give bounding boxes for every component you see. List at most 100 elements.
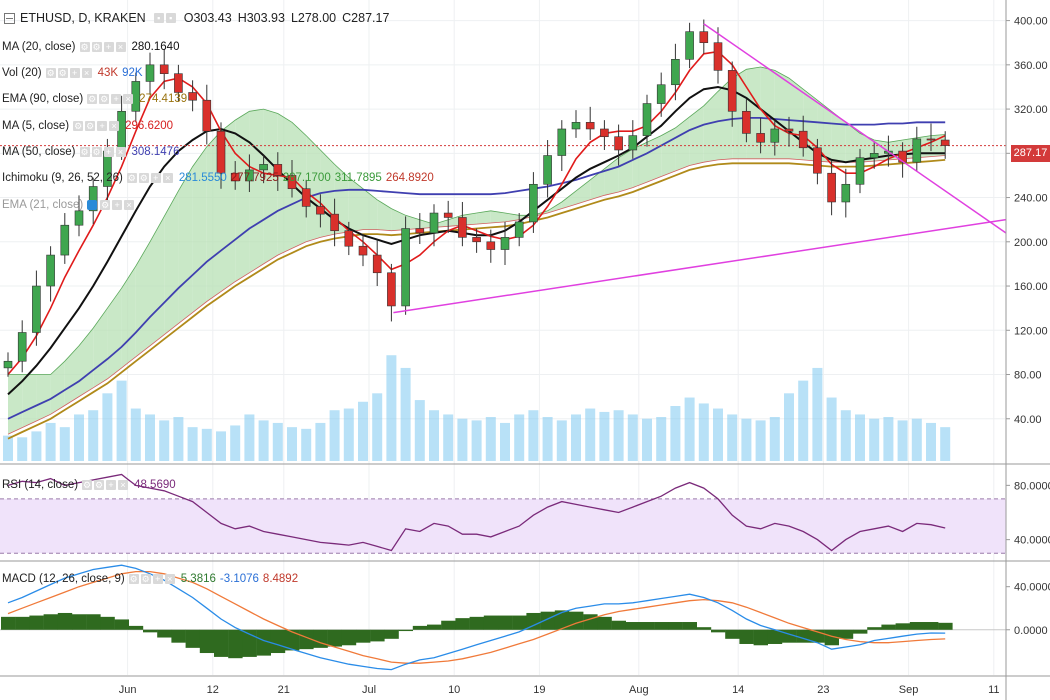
macd-histogram-bar — [569, 611, 584, 630]
macd-histogram-bar — [682, 622, 697, 630]
candle-up — [628, 135, 638, 151]
x-tick-label: 23 — [817, 684, 829, 696]
candle-down — [813, 147, 822, 174]
legend-ichimoku[interactable]: Ichimoku (9, 26, 52, 26) ⚙ ⚙ + × 281.5550 27… — [2, 170, 434, 186]
volume-bar — [528, 410, 539, 461]
y-tick-label: 120.00 — [1014, 325, 1048, 337]
rsi-band — [0, 498, 1006, 554]
candle-down — [827, 172, 836, 203]
macd-histogram-bar — [228, 629, 243, 659]
macd-histogram-bar — [412, 625, 428, 630]
candle-up — [429, 212, 439, 234]
macd-histogram-bar — [739, 629, 754, 644]
macd-histogram-bar — [356, 629, 371, 643]
cloud-segment — [817, 100, 832, 163]
volume-bar — [613, 410, 624, 461]
legend-ema21[interactable]: EMA (21, close) ⚙ + × — [2, 197, 136, 213]
eye-icon[interactable] — [87, 200, 98, 210]
legend-macd-value: 5.3816 -3.1076 8.4892 — [177, 573, 298, 585]
volume-bar — [329, 410, 340, 461]
volume-bar — [315, 422, 326, 461]
candle-down — [742, 110, 751, 134]
x-tick-label: Sep — [899, 684, 919, 696]
candle-up — [912, 138, 922, 163]
macd-histogram-bar — [881, 624, 896, 630]
cloud-segment — [363, 188, 378, 230]
legend-rsi-controls[interactable]: ⚙ ⚙ + × — [82, 480, 130, 490]
legend-ma50-controls[interactable]: ⚙ ⚙ + × — [79, 147, 128, 157]
legend-volume[interactable]: Vol (20) ⚙ ⚙ + × 43K 92K — [2, 65, 143, 81]
candle-down — [486, 241, 496, 250]
volume-bar — [741, 418, 752, 461]
macd-histogram-bar — [554, 610, 570, 630]
y-tick-label: 160.00 — [1014, 281, 1048, 293]
symbol-title: ETHUSD, D, KRAKEN — [20, 11, 146, 25]
legend-ichimoku-value: 281.5550 277.7925 287.1700 311.7895 264.8920 — [175, 172, 434, 184]
macd-histogram-bar — [611, 620, 626, 630]
volume-bar — [897, 420, 908, 461]
cloud-segment — [178, 166, 193, 324]
volume-bar — [784, 393, 794, 461]
volume-bar — [926, 422, 936, 461]
macd-histogram-bar — [924, 622, 939, 630]
y-tick-label: 200.00 — [1014, 237, 1048, 249]
x-tick-label: 14 — [732, 684, 744, 696]
macd-histogram-bar — [72, 614, 87, 630]
candle-down — [699, 31, 709, 44]
macd-histogram-bar — [483, 615, 499, 630]
macd-histogram-bar — [441, 620, 456, 630]
candle-down — [415, 228, 425, 234]
candle-up — [17, 332, 27, 362]
macd-histogram-bar — [185, 629, 200, 648]
legend-ma5-controls[interactable]: ⚙ ⚙ + × — [73, 121, 121, 131]
legend-ma5[interactable]: MA (5, close) ⚙ ⚙ + × 296.6200 — [2, 118, 173, 134]
legend-ma20[interactable]: MA (20, close) ⚙ ⚙ + × 280.1640 — [2, 39, 179, 55]
legend-ema90[interactable]: EMA (90, close) ⚙ ⚙ + × 274.4139 — [2, 91, 187, 107]
legend-ma50[interactable]: MA (50, close) ⚙ ⚙ + × 308.1476 — [2, 144, 179, 160]
cloud-span-a — [8, 66, 946, 375]
cloud-segment — [632, 142, 647, 188]
macd-histogram-bar — [171, 629, 186, 643]
legend-volume-controls[interactable]: ⚙ ⚙ + × — [45, 68, 94, 78]
cloud-segment — [661, 127, 676, 177]
legend-value: 287.1700 — [282, 172, 331, 184]
macd-signal-line — [7, 570, 946, 664]
cloud-segment — [306, 135, 321, 242]
candle-up — [32, 285, 41, 333]
candle-down — [287, 175, 297, 190]
symbol-controls[interactable]: ▪ ▪ — [153, 13, 178, 23]
legend-ma20-controls[interactable]: ⚙ ⚙ + × — [79, 42, 128, 52]
legend-macd-controls[interactable]: ⚙ ⚙ + × — [128, 574, 177, 584]
macd-histogram-bar — [128, 625, 144, 630]
legend-rsi[interactable]: RSI (14, close) ⚙ ⚙ + × 48.5690 — [2, 477, 176, 493]
candle-down — [926, 138, 936, 141]
volume-bar — [457, 418, 468, 461]
volume-bar — [173, 417, 184, 461]
y-tick-label: 80.00 — [1014, 370, 1042, 382]
cloud-segment — [377, 199, 392, 231]
cloud-segment — [8, 374, 23, 435]
volume-bar — [88, 410, 99, 461]
candle-up — [529, 183, 538, 223]
cloud-segment — [277, 113, 292, 256]
volume-bar — [130, 408, 141, 461]
volume-bar — [855, 414, 865, 461]
candle-down — [202, 99, 212, 132]
volume-bar — [159, 420, 170, 461]
collapse-icon[interactable] — [4, 12, 15, 24]
legend-value: 264.8920 — [385, 172, 434, 184]
legend-value: 43K — [97, 67, 119, 79]
y-tick-label: 400.00 — [1014, 16, 1048, 28]
legend-macd[interactable]: MACD (12, 26, close, 9) ⚙ ⚙ + × 5.3816 -3.10… — [2, 571, 298, 587]
macd-histogram-bar — [256, 629, 271, 656]
candle-down — [898, 150, 907, 163]
macd-histogram-bar — [370, 629, 385, 642]
legend-ichimoku-controls[interactable]: ⚙ ⚙ + × — [126, 173, 175, 183]
y-tick-label: 240.00 — [1014, 193, 1048, 205]
legend-ema21-controls[interactable]: ⚙ + × — [100, 200, 136, 210]
legend-ema90-controls[interactable]: ⚙ ⚙ + × — [87, 94, 135, 104]
candle-down — [600, 128, 609, 138]
